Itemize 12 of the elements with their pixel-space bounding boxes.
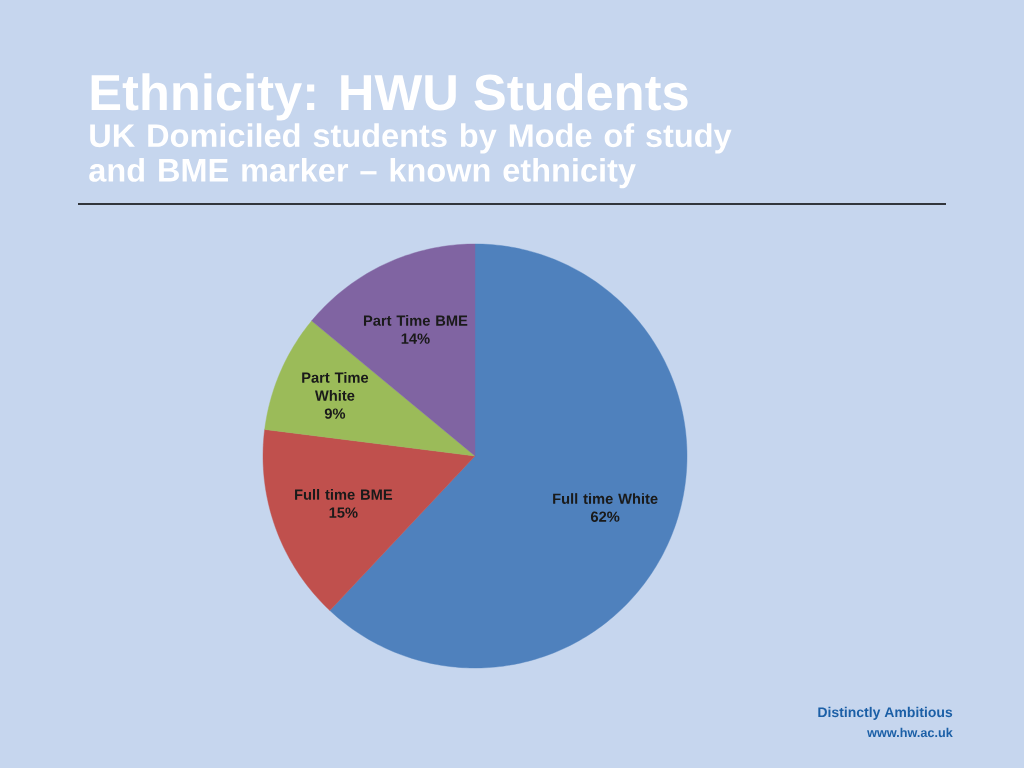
text: Distinctly Ambitious (818, 706, 953, 720)
chart-subtitle: UK Domiciled students by Mode of study and BME marker – known ethnicity (89, 123, 732, 189)
data-label: 15% (329, 507, 358, 518)
slice-label: Part Time BME (363, 315, 468, 326)
slice-label: Full time BME (295, 489, 393, 500)
slice-label: Part Time White (302, 372, 369, 401)
data-label: 62% (590, 511, 620, 522)
data-label: 9% (324, 408, 346, 419)
text: www.hw.ac.uk (867, 727, 953, 738)
chart-title: Ethnicity: HWU Students (91, 73, 688, 121)
slice-label: Full time White (553, 493, 658, 504)
data-label: 14% (401, 333, 430, 344)
